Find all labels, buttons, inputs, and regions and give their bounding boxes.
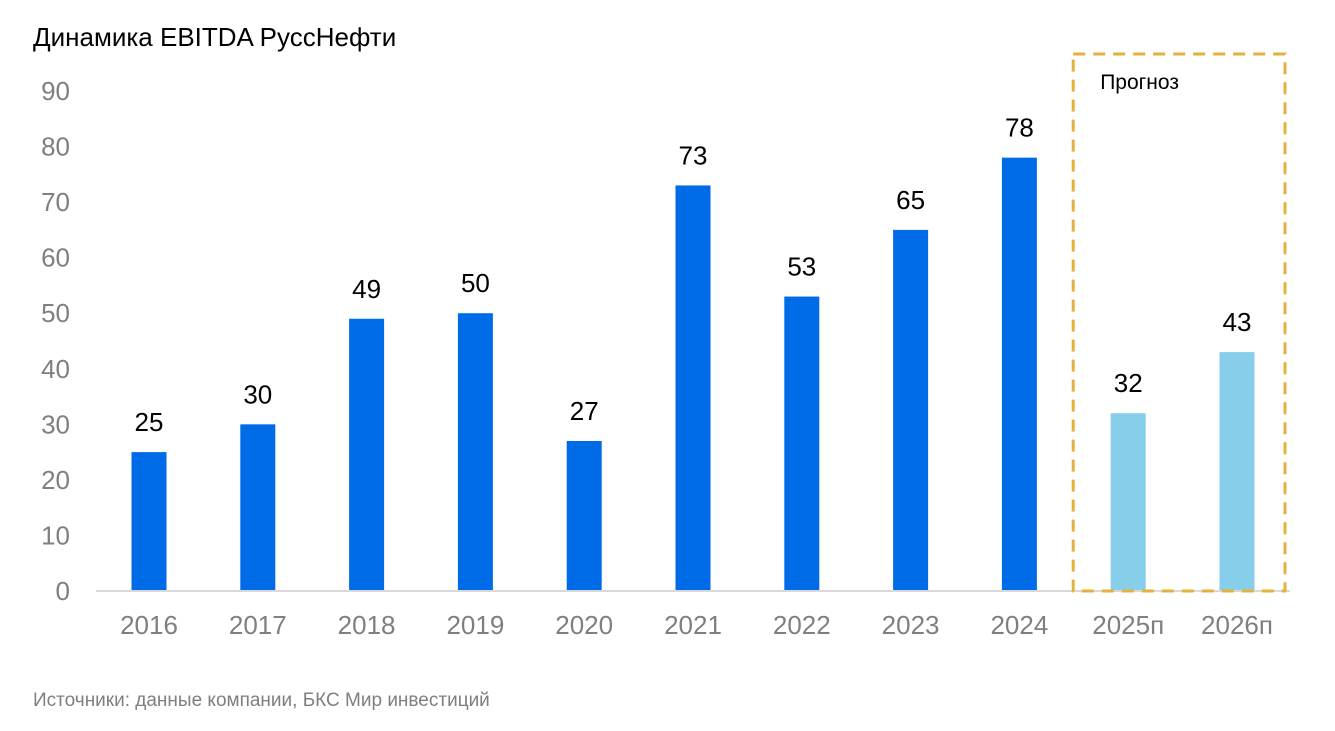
y-tick-label: 90 bbox=[41, 76, 70, 106]
data-label: 49 bbox=[352, 274, 381, 304]
data-labels: 25 30 49 50 27 73 53 65 78 32 43 bbox=[135, 113, 1252, 437]
forecast-box-label: Прогноз bbox=[1100, 71, 1179, 94]
y-tick-label: 50 bbox=[41, 298, 70, 328]
bar bbox=[893, 229, 929, 591]
data-label: 32 bbox=[1114, 368, 1143, 398]
data-label: 43 bbox=[1223, 307, 1252, 337]
x-axis-ticks: 2016 2017 2018 2019 2020 2021 2022 2023 2024 2025… bbox=[120, 610, 1273, 640]
x-tick-label: 2026п bbox=[1201, 610, 1273, 640]
y-tick-label: 30 bbox=[41, 409, 70, 439]
data-label: 78 bbox=[1005, 113, 1034, 143]
x-tick-label: 2020 bbox=[555, 610, 613, 640]
bar bbox=[349, 318, 385, 591]
data-label: 65 bbox=[896, 185, 925, 215]
x-tick-label: 2018 bbox=[338, 610, 396, 640]
y-tick-label: 80 bbox=[41, 132, 70, 162]
y-tick-label: 60 bbox=[41, 243, 70, 273]
x-tick-label: 2016 bbox=[120, 610, 178, 640]
y-tick-label: 40 bbox=[41, 354, 70, 384]
bar bbox=[1001, 157, 1037, 591]
x-tick-label: 2017 bbox=[229, 610, 287, 640]
x-tick-label: 2025п bbox=[1092, 610, 1164, 640]
data-label: 73 bbox=[679, 140, 708, 170]
y-tick-label: 10 bbox=[41, 520, 70, 550]
bar bbox=[1110, 413, 1146, 591]
forecast-box bbox=[1071, 52, 1287, 593]
bar bbox=[457, 313, 493, 591]
bar bbox=[1219, 352, 1255, 591]
chart-title: Динамика EBITDA РуссНефти bbox=[33, 22, 397, 52]
x-tick-label: 2022 bbox=[773, 610, 831, 640]
bar bbox=[240, 424, 276, 591]
bar bbox=[131, 452, 167, 591]
y-tick-label: 20 bbox=[41, 465, 70, 495]
x-tick-label: 2019 bbox=[446, 610, 504, 640]
data-label: 50 bbox=[461, 268, 490, 298]
data-label: 27 bbox=[570, 396, 599, 426]
bars bbox=[131, 157, 1255, 591]
bar bbox=[784, 296, 820, 591]
data-label: 30 bbox=[243, 379, 272, 409]
data-label: 25 bbox=[135, 407, 164, 437]
y-tick-label: 70 bbox=[41, 187, 70, 217]
bar bbox=[566, 441, 602, 591]
source-note: Источники: данные компании, БКС Мир инве… bbox=[33, 690, 490, 711]
x-tick-label: 2024 bbox=[990, 610, 1048, 640]
x-tick-label: 2021 bbox=[664, 610, 722, 640]
y-axis-ticks: 0 10 20 30 40 50 60 70 80 90 bbox=[41, 76, 70, 606]
x-tick-label: 2023 bbox=[882, 610, 940, 640]
y-tick-label: 0 bbox=[56, 576, 70, 606]
data-label: 53 bbox=[787, 252, 816, 282]
bar bbox=[675, 185, 711, 591]
